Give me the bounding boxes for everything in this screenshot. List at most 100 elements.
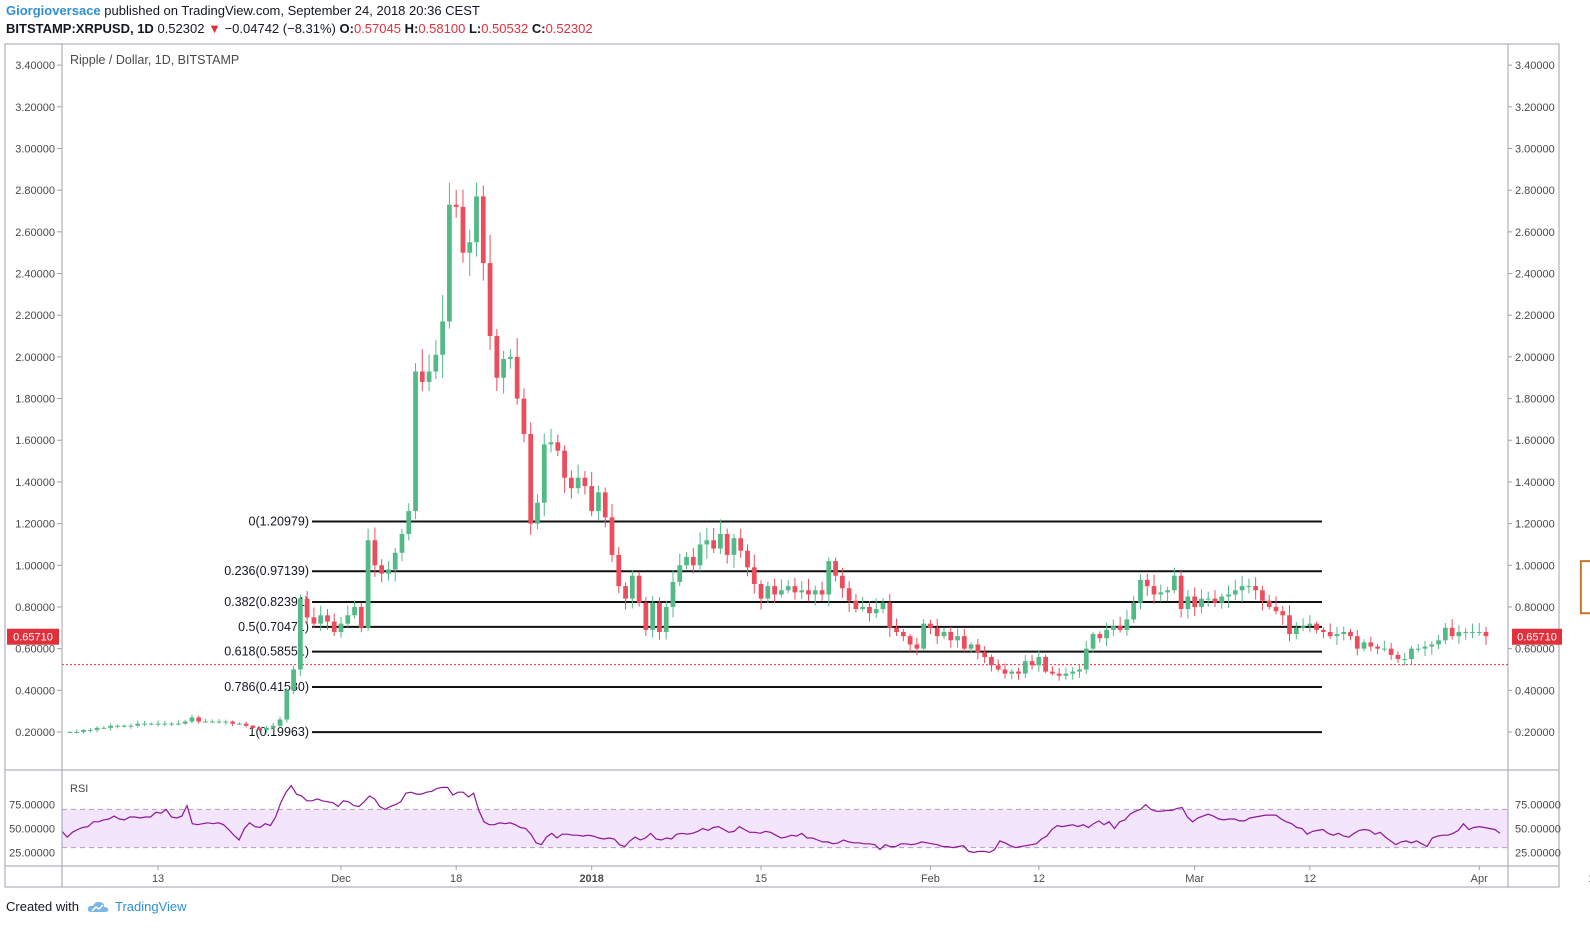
- candle-body: [1436, 640, 1441, 645]
- candle-body: [284, 690, 290, 720]
- candle-body: [982, 652, 988, 657]
- candle-body: [1185, 596, 1191, 610]
- candle-body: [779, 590, 784, 595]
- candle-body: [1470, 631, 1475, 633]
- candle-body: [535, 502, 540, 524]
- candle-body: [1287, 615, 1292, 635]
- candle-body: [629, 575, 635, 599]
- candle-body: [345, 615, 351, 624]
- candle-body: [684, 556, 689, 566]
- candle-body: [677, 565, 683, 582]
- candle-body: [1171, 575, 1177, 591]
- candle-body: [1375, 646, 1380, 649]
- candle-body: [1056, 673, 1062, 676]
- y-tick-right: 0.80000: [1515, 602, 1555, 614]
- price-chart[interactable]: 0(1.20979) 0.236(0.97139) 0.382(0.82391) 0.…: [0, 0, 1590, 900]
- candle-body: [189, 717, 195, 722]
- candle-body: [1388, 648, 1394, 655]
- candle-body: [399, 534, 405, 553]
- candle-body: [216, 721, 222, 723]
- candle-body: [1422, 646, 1428, 649]
- candle-body: [264, 727, 269, 730]
- candle-body: [1483, 631, 1489, 637]
- candle-body: [508, 356, 513, 359]
- y-tick-right: 2.60000: [1515, 227, 1555, 239]
- candle-body: [772, 586, 777, 595]
- candle-body: [121, 725, 127, 727]
- low-label: L:: [468, 21, 482, 36]
- candle-body: [182, 721, 188, 724]
- candle-body: [1327, 631, 1333, 637]
- candle-body: [690, 556, 696, 566]
- candle-body: [873, 609, 879, 614]
- candle-body: [555, 442, 561, 451]
- candle-body: [1348, 631, 1353, 637]
- candle-body: [1199, 598, 1204, 607]
- y-tick-left: 1.80000: [15, 394, 55, 406]
- candle-body: [995, 665, 1001, 670]
- candle-body: [494, 336, 500, 378]
- candle-body: [1151, 586, 1157, 595]
- y-tick-left: 3.20000: [15, 102, 55, 114]
- publish-info: Giorgioversace published on TradingView.…: [6, 3, 480, 18]
- x-tick-label: 15: [755, 873, 767, 885]
- candle-body: [602, 492, 608, 518]
- candle-body: [1463, 631, 1469, 633]
- candle-body: [223, 721, 229, 723]
- candle-body: [1226, 594, 1231, 597]
- candle-body: [392, 552, 398, 570]
- fib-level-label: 0.236(0.97139): [224, 564, 309, 578]
- y-tick-left: 0.60000: [15, 644, 55, 656]
- candle-body: [1246, 586, 1252, 588]
- candle-body: [887, 602, 893, 628]
- candle-body: [1016, 671, 1021, 674]
- y-tick-left: 3.00000: [15, 143, 55, 155]
- candle-body: [1110, 625, 1116, 630]
- candle-body: [704, 540, 710, 545]
- fib-level-label: 0.618(0.58551): [224, 645, 309, 659]
- candle-body: [1144, 579, 1150, 587]
- candle-body: [751, 567, 757, 585]
- candle-body: [460, 206, 466, 253]
- candle-body: [474, 196, 479, 243]
- candle-body: [209, 721, 215, 723]
- candle-body: [1368, 642, 1374, 647]
- candle-body: [433, 354, 439, 372]
- y-tick-left: 1.00000: [15, 560, 55, 572]
- x-tick-label: 12: [1033, 873, 1045, 885]
- author-link[interactable]: Giorgioversace: [6, 3, 101, 18]
- rsi-tick-right: 75.00000: [1515, 800, 1561, 812]
- candle-body: [115, 725, 120, 727]
- candle-body: [1476, 631, 1482, 633]
- y-tick-right: 0.60000: [1515, 644, 1555, 656]
- y-tick-left: 0.20000: [15, 727, 55, 739]
- candle-body: [1260, 590, 1265, 601]
- candle-body: [806, 590, 811, 595]
- candle-body: [94, 727, 100, 730]
- open-value: 0.57045: [353, 21, 401, 36]
- candle-body: [176, 723, 181, 725]
- y-tick-right: 1.00000: [1515, 560, 1555, 572]
- candle-body: [1219, 596, 1225, 603]
- candle-body: [1036, 656, 1042, 666]
- tradingview-link[interactable]: TradingView: [114, 899, 187, 914]
- candle-body: [162, 723, 168, 725]
- candle-body: [568, 477, 574, 489]
- candle-body: [1449, 627, 1455, 637]
- price-tag-left: [7, 628, 59, 645]
- y-tick-left: 0.80000: [15, 602, 55, 614]
- candle-body: [1253, 586, 1259, 591]
- candle-body: [203, 721, 208, 723]
- candle-body: [101, 727, 107, 729]
- candle-body: [900, 631, 906, 637]
- candle-body: [955, 636, 960, 641]
- candle-body: [379, 565, 385, 574]
- y-tick-left: 2.40000: [15, 269, 55, 281]
- chart-frame: [4, 43, 1560, 888]
- candle-body: [799, 590, 805, 593]
- candle-body: [697, 544, 703, 566]
- candle-body: [1104, 629, 1109, 639]
- candle-body: [1341, 631, 1347, 635]
- candle-body: [1415, 648, 1421, 650]
- candle-body: [880, 602, 886, 610]
